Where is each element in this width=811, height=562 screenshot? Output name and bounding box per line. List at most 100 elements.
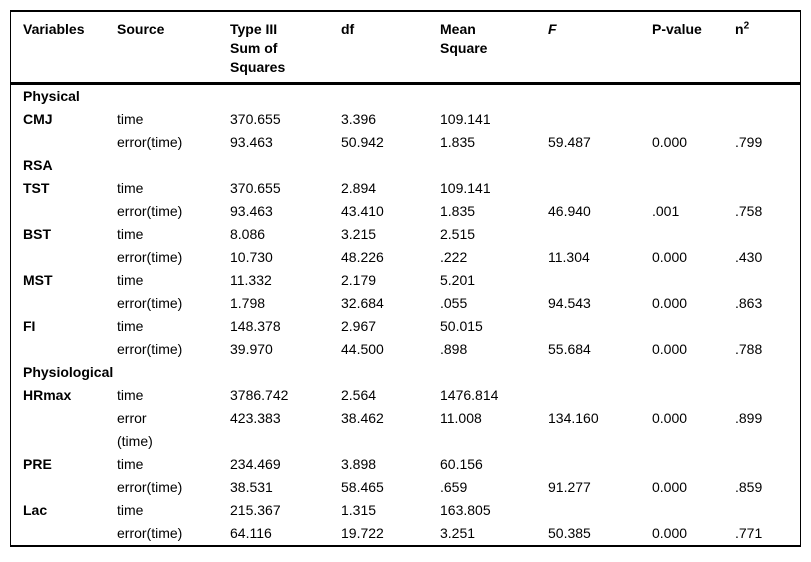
table-row: CMJ time 370.655 3.396 109.141 <box>11 108 800 131</box>
cell-variable: RSA <box>23 157 53 173</box>
column-header-label: Source <box>117 21 165 37</box>
cell-ms: .898 <box>440 341 468 357</box>
column-header-label: P-value <box>652 21 702 37</box>
cell-ms: 1.835 <box>440 203 476 219</box>
cell-source: error(time) <box>117 203 183 219</box>
cell-n2: .771 <box>735 525 763 541</box>
cell-ss: 11.332 <box>230 272 272 288</box>
header-row: Variables Source Type III Sum of Squares df… <box>11 12 800 85</box>
cell-variable <box>11 292 117 315</box>
cell-source <box>117 154 230 177</box>
cell-f: 91.277 <box>548 479 591 495</box>
cell-ss <box>230 361 341 384</box>
cell-ms: 1.835 <box>440 134 476 150</box>
table-row: HRmax time 3786.742 2.564 1476.814 <box>11 384 800 407</box>
column-header-n2: n2 <box>735 12 800 85</box>
cell-df: 2.894 <box>341 180 377 196</box>
cell-n2 <box>735 453 800 476</box>
cell-f <box>548 384 652 407</box>
cell-n2: .899 <box>735 410 763 426</box>
cell-f <box>548 108 652 131</box>
column-header-df: df <box>341 12 440 85</box>
table-row: error(time) 10.730 48.226 .222 11.304 0.000 .4… <box>11 246 800 269</box>
cell-ss: 148.378 <box>230 318 281 334</box>
cell-df: 58.465 <box>341 479 384 495</box>
column-header-label: Variables <box>23 21 85 37</box>
anova-results-table-frame: Variables Source Type III Sum of Squares df… <box>10 10 801 547</box>
column-header-p: P-value <box>652 12 735 85</box>
column-header-label: Mean Square <box>440 21 488 56</box>
cell-f: 134.160 <box>548 410 599 426</box>
cell-ms: 1476.814 <box>440 387 499 403</box>
cell-ms: 3.251 <box>440 525 476 541</box>
cell-f <box>548 499 652 522</box>
cell-ms: 109.141 <box>440 111 491 127</box>
cell-ss <box>230 154 341 177</box>
table-row: FI time 148.378 2.967 50.015 <box>11 315 800 338</box>
cell-p <box>652 154 735 177</box>
column-header-variable: Variables <box>11 12 117 85</box>
table-row: BST time 8.086 3.215 2.515 <box>11 223 800 246</box>
cell-p <box>652 384 735 407</box>
cell-p <box>652 223 735 246</box>
table-row: error(time) 93.463 43.410 1.835 46.940 .001 .7… <box>11 200 800 223</box>
cell-variable <box>11 522 117 545</box>
column-header-label: F <box>548 21 557 37</box>
cell-ss: 39.970 <box>230 341 273 357</box>
cell-df: 3.898 <box>341 456 377 472</box>
cell-df: 38.462 <box>341 410 384 426</box>
cell-p <box>652 453 735 476</box>
cell-ss: 64.116 <box>230 525 272 541</box>
cell-ss: 93.463 <box>230 134 273 150</box>
cell-f: 55.684 <box>548 341 591 357</box>
cell-variable: BST <box>23 226 51 242</box>
cell-f <box>548 269 652 292</box>
cell-source: time <box>117 272 144 288</box>
column-header-ms: Mean Square <box>440 12 548 85</box>
cell-f <box>548 223 652 246</box>
cell-n2: .430 <box>735 249 763 265</box>
anova-results-table: Variables Source Type III Sum of Squares df… <box>11 12 800 545</box>
cell-ss: 423.383 <box>230 410 281 426</box>
table-row: Lac time 215.367 1.315 163.805 <box>11 499 800 522</box>
cell-ss: 215.367 <box>230 502 281 518</box>
cell-source: error(time) <box>117 341 183 357</box>
cell-source: error(time) <box>117 134 183 150</box>
cell-df: 43.410 <box>341 203 384 219</box>
cell-source: time <box>117 226 144 242</box>
cell-p <box>652 499 735 522</box>
cell-source: time <box>117 318 144 334</box>
table-row: error(time) 38.531 58.465 .659 91.277 0.000 .8… <box>11 476 800 499</box>
cell-f: 59.487 <box>548 134 591 150</box>
cell-variable <box>11 131 117 154</box>
cell-df: 2.564 <box>341 387 377 403</box>
cell-n2: .863 <box>735 295 763 311</box>
cell-source: error(time) <box>117 525 183 541</box>
cell-df: 19.722 <box>341 525 384 541</box>
cell-df: 50.942 <box>341 134 384 150</box>
table-head: Variables Source Type III Sum of Squares df… <box>11 12 800 85</box>
table-row: error (time) 423.383 38.462 11.008 134.160 0.… <box>11 407 800 453</box>
column-header-source: Source <box>117 12 230 85</box>
table-row: error(time) 64.116 19.722 3.251 50.385 0.000.… <box>11 522 800 545</box>
table-row: TST time 370.655 2.894 109.141 <box>11 177 800 200</box>
cell-source: time <box>117 111 144 127</box>
cell-n2 <box>735 154 800 177</box>
column-header-label: n <box>735 21 744 37</box>
cell-source: error(time) <box>117 249 183 265</box>
cell-df: 2.967 <box>341 318 377 334</box>
cell-n2 <box>735 84 800 109</box>
column-header-f: F <box>548 12 652 85</box>
table-row: error(time) 39.970 44.500 .898 55.684 0.000 .7… <box>11 338 800 361</box>
cell-ms <box>440 361 548 384</box>
cell-ss: 370.655 <box>230 180 281 196</box>
cell-source: error(time) <box>117 479 183 495</box>
cell-p: 0.000 <box>652 525 688 541</box>
cell-n2: .859 <box>735 479 763 495</box>
section-row: Physiological <box>11 361 800 384</box>
cell-p <box>652 315 735 338</box>
cell-ss: 10.730 <box>230 249 273 265</box>
cell-p <box>652 84 735 109</box>
cell-ss: 38.531 <box>230 479 273 495</box>
